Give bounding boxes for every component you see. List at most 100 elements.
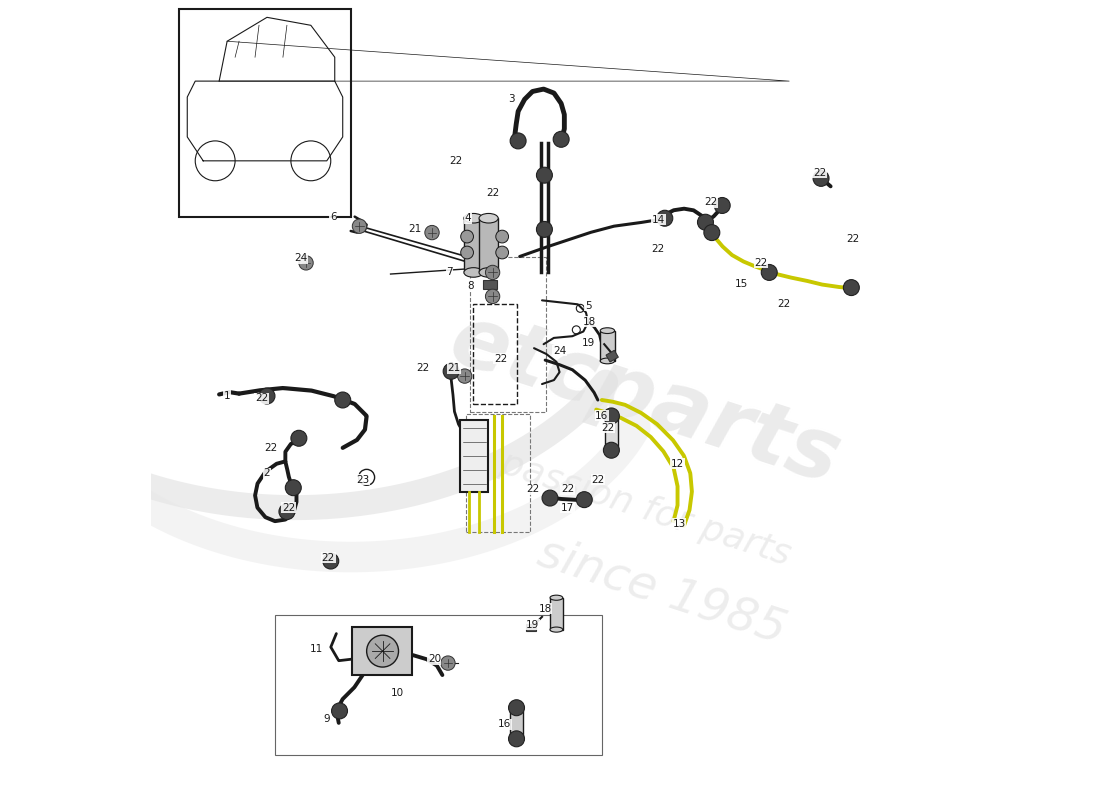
Circle shape (458, 369, 472, 383)
Text: 22: 22 (449, 156, 463, 166)
Circle shape (441, 656, 455, 670)
Ellipse shape (464, 268, 483, 278)
Bar (471, 257, 546, 412)
Text: 19: 19 (526, 620, 539, 630)
Bar (510, 708, 522, 740)
Bar (179, 10, 351, 217)
Circle shape (537, 167, 552, 183)
Circle shape (322, 553, 339, 569)
Text: 24: 24 (553, 346, 566, 355)
Ellipse shape (478, 214, 498, 223)
Ellipse shape (601, 328, 615, 334)
Ellipse shape (510, 737, 522, 742)
Text: 7: 7 (447, 267, 453, 278)
Circle shape (366, 635, 398, 667)
Circle shape (485, 289, 499, 303)
Text: 11: 11 (310, 644, 323, 654)
Text: 8: 8 (468, 281, 474, 291)
Circle shape (496, 246, 508, 259)
Bar (601, 330, 615, 361)
Circle shape (576, 492, 592, 508)
Text: 16: 16 (595, 411, 608, 421)
Text: 5: 5 (585, 301, 592, 311)
Bar (606, 350, 618, 362)
Circle shape (697, 214, 714, 230)
Text: 22: 22 (813, 168, 826, 178)
Circle shape (299, 256, 314, 270)
Bar (483, 280, 497, 289)
Ellipse shape (605, 449, 618, 454)
Text: 18: 18 (583, 317, 596, 327)
Text: 6: 6 (330, 212, 337, 222)
Text: 10: 10 (390, 688, 404, 698)
Circle shape (425, 226, 439, 240)
Circle shape (508, 700, 525, 716)
Circle shape (461, 246, 473, 259)
Circle shape (285, 480, 301, 496)
Text: 22: 22 (777, 299, 790, 310)
Circle shape (496, 230, 508, 243)
Bar (605, 416, 618, 451)
Ellipse shape (605, 414, 618, 418)
Text: 23: 23 (356, 474, 370, 485)
Circle shape (604, 408, 619, 424)
Text: etcparts: etcparts (440, 298, 851, 502)
Bar (464, 218, 483, 273)
Circle shape (331, 703, 348, 719)
Circle shape (279, 504, 295, 519)
Text: 4: 4 (464, 214, 471, 223)
Circle shape (657, 210, 673, 226)
Text: 22: 22 (486, 188, 499, 198)
Text: 22: 22 (755, 258, 768, 268)
Text: 22: 22 (651, 243, 664, 254)
Text: 22: 22 (264, 443, 277, 453)
Text: 21: 21 (448, 363, 461, 373)
Circle shape (604, 442, 619, 458)
Text: 22: 22 (255, 394, 268, 403)
Circle shape (813, 170, 829, 186)
Circle shape (761, 265, 778, 281)
Circle shape (844, 280, 859, 295)
Text: 12: 12 (671, 458, 684, 469)
Bar (275, 615, 602, 754)
Ellipse shape (550, 595, 563, 600)
Text: 18: 18 (539, 604, 552, 614)
Circle shape (443, 363, 459, 379)
Text: 22: 22 (846, 234, 859, 244)
Bar (352, 627, 412, 675)
Text: 1: 1 (223, 391, 230, 401)
Text: 22: 22 (282, 502, 295, 513)
Ellipse shape (601, 358, 615, 364)
Circle shape (461, 230, 473, 243)
Bar (466, 414, 530, 531)
Bar (478, 218, 498, 273)
Ellipse shape (478, 268, 498, 278)
Text: 22: 22 (494, 354, 507, 363)
Text: 22: 22 (321, 553, 336, 563)
Text: 20: 20 (428, 654, 441, 664)
Text: 22: 22 (561, 484, 574, 494)
Circle shape (704, 225, 719, 241)
Text: 16: 16 (498, 719, 512, 730)
Circle shape (485, 266, 499, 280)
Text: 22: 22 (602, 423, 615, 433)
Circle shape (537, 222, 552, 238)
Circle shape (510, 133, 526, 149)
Text: 3: 3 (508, 94, 515, 104)
Circle shape (714, 198, 730, 214)
Circle shape (258, 388, 275, 404)
Text: a passion for parts: a passion for parts (464, 435, 795, 572)
Text: 21: 21 (408, 223, 421, 234)
Text: 17: 17 (561, 502, 574, 513)
Text: 13: 13 (672, 518, 685, 529)
Text: 22: 22 (704, 198, 717, 207)
Bar (473, 304, 517, 404)
Text: 2: 2 (264, 468, 271, 478)
Circle shape (542, 490, 558, 506)
Circle shape (352, 219, 366, 234)
Circle shape (334, 392, 351, 408)
Text: 9: 9 (323, 714, 330, 724)
Circle shape (553, 131, 569, 147)
Ellipse shape (550, 627, 563, 632)
Text: since 1985: since 1985 (531, 530, 791, 653)
